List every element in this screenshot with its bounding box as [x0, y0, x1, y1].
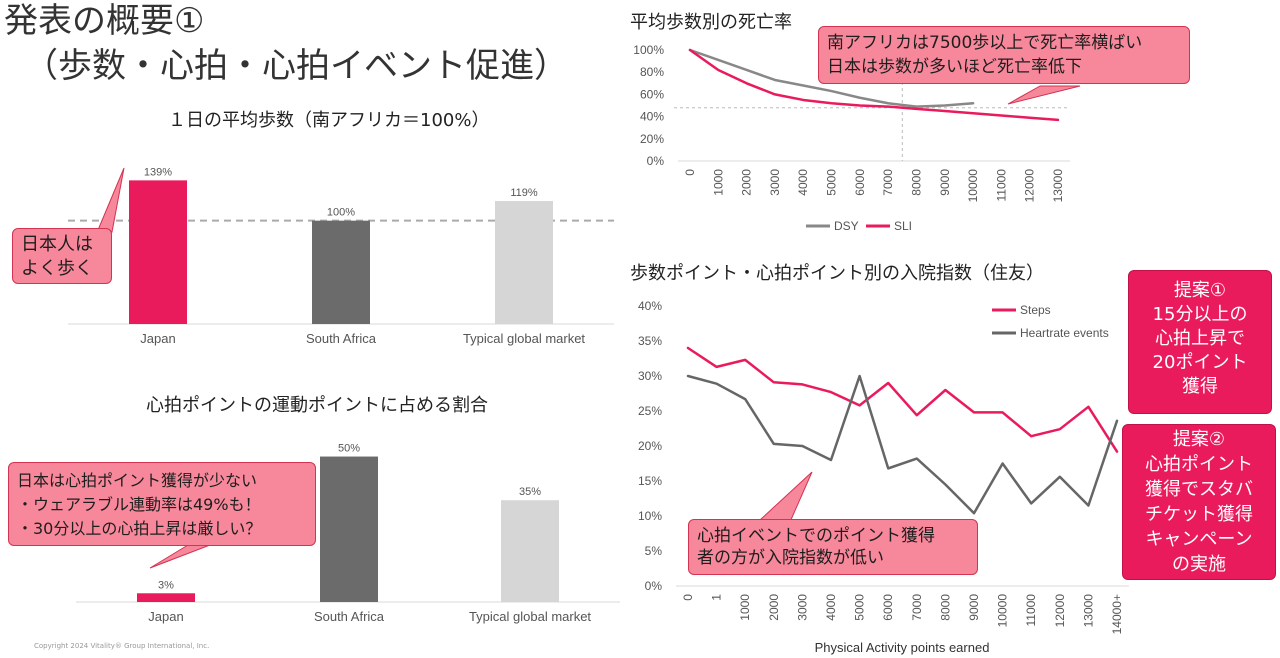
x-tick-label-4: 3000 [795, 594, 809, 621]
category-label-1: South Africa [314, 609, 385, 624]
callout-heart-events: 心拍イベントでのポイント獲得 者の方が入院指数が低い [688, 519, 978, 575]
legend-label-0: DSY [834, 219, 859, 233]
legend-label-1: SLI [894, 219, 912, 233]
category-label-0: Japan [148, 609, 183, 624]
x-tick-label-1: 1 [710, 594, 724, 601]
bar-value-label-1: 100% [327, 207, 355, 219]
bar-1 [320, 456, 378, 602]
x-tick-label-7: 6000 [881, 594, 895, 621]
y-tick-label-3: 40% [640, 110, 664, 124]
x-tick-label-5: 5000 [825, 169, 839, 196]
category-label-2: Typical global market [469, 609, 591, 624]
bar-2 [501, 500, 559, 602]
x-tick-label-8: 7000 [910, 594, 924, 621]
legend-label-1: Heartrate events [1020, 326, 1109, 340]
bar-0 [137, 593, 195, 602]
x-tick-label-2: 2000 [740, 169, 754, 196]
callout-proposal2: 提案② 心拍ポイント 獲得でスタバ チケット獲得 キャンペーン の実施 [1122, 424, 1276, 580]
y-tick-label-1: 35% [638, 334, 662, 348]
y-tick-label-2: 60% [640, 87, 664, 101]
x-axis-title: Physical Activity points earned [815, 640, 990, 655]
x-tick-label-9: 9000 [938, 169, 952, 196]
callout-heart-points: 日本は心拍ポイント獲得が少ない ・ウェアラブル連動率は49%も！ ・30分以上の… [8, 462, 316, 546]
x-tick-label-3: 3000 [768, 169, 782, 196]
x-tick-label-13: 13000 [1051, 169, 1065, 203]
bar-1 [312, 220, 370, 324]
x-tick-label-3: 2000 [767, 594, 781, 621]
callout-japan-walks: 日本人は よく歩く [12, 228, 112, 284]
x-tick-label-4: 4000 [796, 169, 810, 196]
heart-points-bar-chart: 3% Japan 50% South Africa 35% Typical global … [76, 443, 620, 624]
x-tick-label-11: 10000 [996, 594, 1010, 628]
y-tick-label-8: 0% [645, 579, 663, 593]
x-tick-label-0: 0 [683, 169, 697, 176]
y-tick-label-7: 5% [645, 544, 663, 558]
hospitalization-line-chart: 40%35%30%25%20%15%10%5%0%0 1 1000 2000 3000 4… [638, 299, 1129, 655]
bar-0 [129, 180, 187, 324]
x-tick-label-0: 0 [681, 594, 695, 601]
x-tick-label-6: 6000 [853, 169, 867, 196]
chart2-title: 心拍ポイントの運動ポイントに占める割合 [146, 395, 488, 416]
y-tick-label-1: 80% [640, 65, 664, 79]
x-tick-label-14: 13000 [1081, 594, 1095, 628]
y-tick-label-0: 100% [633, 43, 664, 57]
series-line-steps [686, 346, 1119, 453]
bar-2 [495, 201, 553, 324]
x-tick-label-15: 14000+ [1110, 594, 1124, 634]
category-label-2: Typical global market [463, 331, 585, 346]
copyright: Copyright 2024 Vitality® Group Internati… [34, 642, 210, 650]
x-tick-label-13: 12000 [1053, 594, 1067, 628]
category-label-0: Japan [140, 331, 175, 346]
legend-label-0: Steps [1020, 303, 1051, 317]
category-label-1: South Africa [306, 331, 377, 346]
x-tick-label-1: 1000 [711, 169, 725, 196]
y-tick-label-5: 0% [647, 154, 665, 168]
x-tick-label-9: 8000 [938, 594, 952, 621]
mortality-line-chart: 100% 80% 60% 40% 20% 0% 0 1000 2000 3000 4000 5000 6… [633, 43, 1070, 233]
y-tick-label-3: 25% [638, 404, 662, 418]
chart1-title: １日の平均歩数（南アフリカ＝100%） [168, 110, 490, 131]
bar-value-label-0: 139% [144, 166, 172, 178]
y-tick-label-2: 30% [638, 369, 662, 383]
y-tick-label-4: 20% [640, 132, 664, 146]
bar-value-label-2: 119% [510, 187, 538, 199]
bar-value-label-2: 35% [519, 486, 541, 498]
y-tick-label-5: 15% [638, 474, 662, 488]
x-tick-label-10: 9000 [967, 594, 981, 621]
x-tick-label-10: 10000 [966, 169, 980, 203]
y-tick-label-4: 20% [638, 439, 662, 453]
x-tick-label-2: 1000 [738, 594, 752, 621]
x-tick-label-7: 7000 [881, 169, 895, 196]
chart4-title: 歩数ポイント・心拍ポイント別の入院指数（住友） [630, 263, 1044, 284]
x-tick-label-6: 5000 [853, 594, 867, 621]
callout-mortality: 南アフリカは7500歩以上で死亡率横ばい 日本は歩数が多いほど死亡率低下 [818, 26, 1190, 84]
x-tick-label-5: 4000 [824, 594, 838, 621]
x-tick-label-12: 11000 [1024, 594, 1038, 627]
x-tick-label-12: 12000 [1023, 169, 1037, 203]
series-line-sli [688, 48, 1060, 122]
x-tick-label-11: 11000 [994, 169, 1008, 202]
chart3-title: 平均歩数別の死亡率 [630, 12, 792, 33]
bar-value-label-1: 50% [338, 443, 360, 455]
page-title: 発表の概要① [4, 1, 205, 41]
series-line-heartrate-events [686, 374, 1119, 515]
y-tick-label-6: 10% [638, 509, 662, 523]
page-subtitle: （歩数・心拍・心拍イベント促進） [24, 46, 568, 86]
bar-value-label-0: 3% [158, 579, 174, 591]
series-line-dsy [688, 48, 975, 108]
steps-bar-chart: 139% Japan 100% South Africa 119% Typical glo… [68, 166, 614, 346]
y-tick-label-0: 40% [638, 299, 662, 313]
callout-proposal1: 提案① 15分以上の 心拍上昇で 20ポイント 獲得 [1128, 270, 1272, 414]
x-tick-label-8: 8000 [909, 169, 923, 196]
